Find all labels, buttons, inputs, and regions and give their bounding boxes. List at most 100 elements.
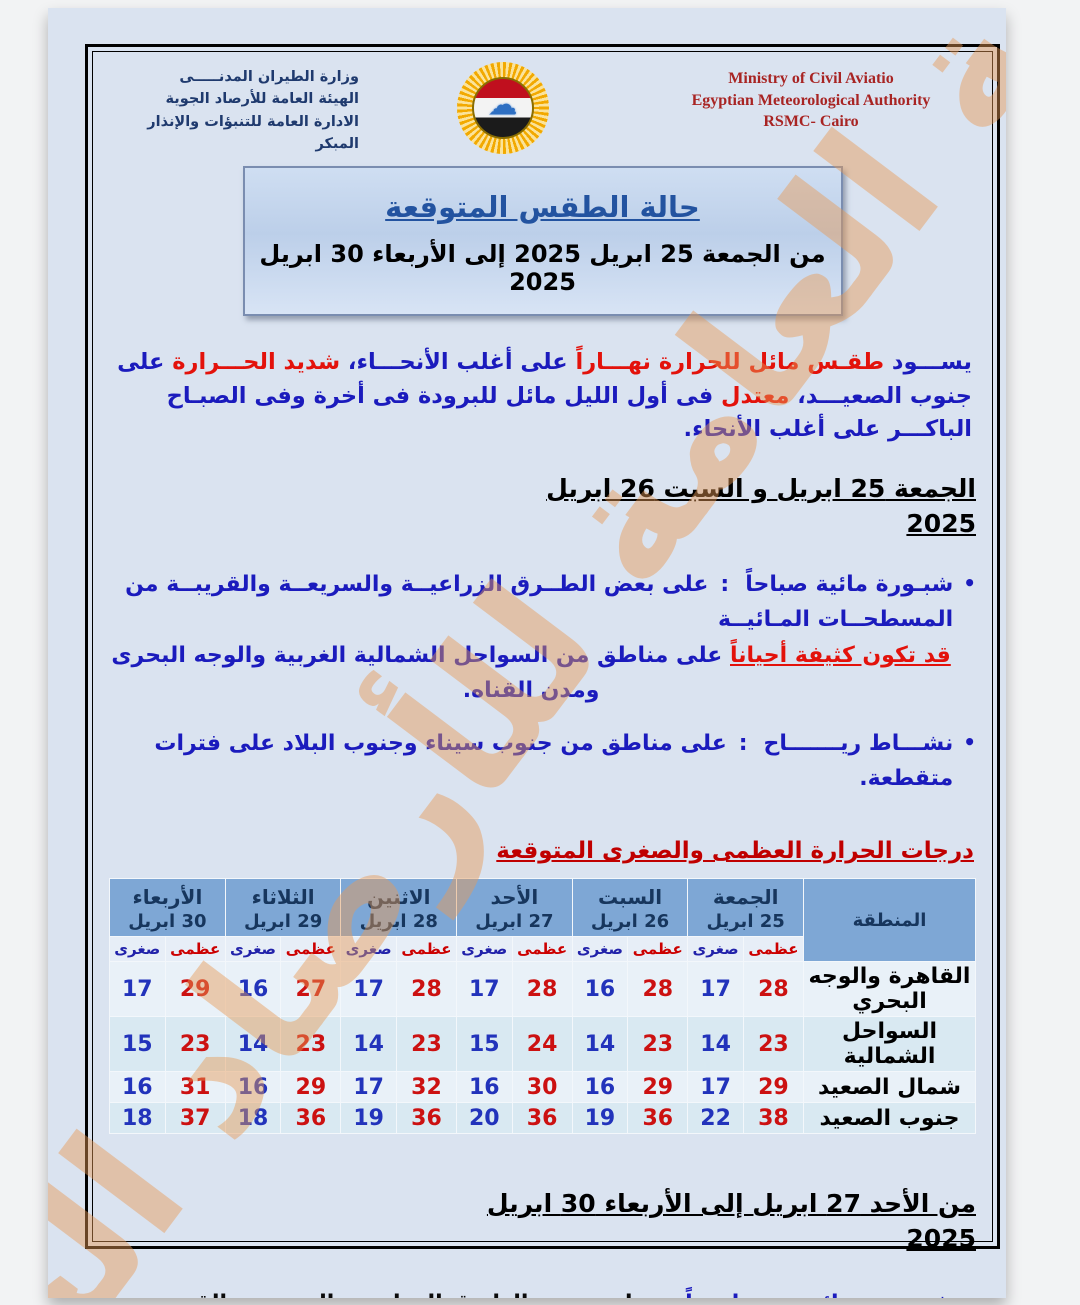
temp-max: 29 — [627, 1071, 689, 1104]
min-label: صغرى — [224, 936, 282, 963]
max-label: عظمى — [280, 936, 342, 963]
rsmc-cairo-label: RSMC- Cairo — [763, 113, 859, 131]
ministry-name-ar: وزارة الطيران المدنـــــى — [179, 69, 359, 85]
meteorological-authority-logo-icon: ☁ — [456, 62, 549, 154]
table-row-north-upper-egypt: شمال الصعيد 29 17 29 16 30 16 32 17 29 1… — [109, 1071, 976, 1104]
fog2-lead-label: شبـــورة مائيـــة صباحـــاً — [685, 1291, 953, 1298]
fog-line2-text: على مناطق من السواحل الشمالية الغربية وا… — [111, 642, 730, 703]
wind-body-text: على مناطق من جنوب سيناء وجنوب البلاد على… — [154, 730, 954, 792]
temp-min: 16 — [224, 961, 282, 1018]
temp-max: 28 — [627, 961, 689, 1018]
min-label: صغرى — [571, 936, 629, 963]
min-label: صغرى — [456, 936, 513, 963]
fog-lead-label: شبـورة مائية صباحاً — [745, 572, 954, 598]
section2-heading: من الأحد 27 ابريل إلى الأربعاء 30 ابريل … — [486, 1189, 976, 1254]
temp-min: 17 — [340, 1071, 397, 1104]
forecast-seg-3: على أغلب الأنحـــاء، — [340, 348, 568, 375]
temp-max: 32 — [395, 1071, 458, 1104]
forecast-seg-2: طقـس مائل للحرارة نهـــاراً — [567, 348, 885, 375]
temp-min: 22 — [687, 1102, 744, 1135]
fog2-bullet-content: شبـــورة مائيـــة صباحـــاً:على بعـض الط… — [109, 1286, 954, 1298]
fog-red-phrase: قد تكون كثيفة أحياناً — [730, 642, 951, 668]
day-name: الأربعاء — [132, 885, 203, 910]
region-cell: جنوب الصعيد — [803, 1102, 976, 1135]
temp-min: 15 — [109, 1016, 166, 1073]
day-date: 29 ابريل — [243, 911, 323, 933]
authority-name-ar: الهيئة العامة للأرصاد الجوية — [165, 91, 359, 108]
day-header-saturday: السبت 26 ابريل — [571, 878, 689, 938]
day-date: 27 ابريل — [475, 911, 554, 933]
temp-min: 17 — [456, 961, 513, 1018]
day-name: السبت — [598, 885, 663, 910]
day-date: 30 ابريل — [128, 911, 207, 933]
forecast-seg-7: فى أول الليل مائل للبرودة فى أخرة وفى ال… — [166, 382, 972, 443]
region-cell: السواحل الشمالية — [803, 1016, 976, 1073]
max-label: عظمى — [511, 936, 573, 963]
bullet-dot-icon: • — [963, 571, 976, 596]
temp-max: 36 — [395, 1102, 458, 1135]
temp-min: 14 — [340, 1016, 397, 1073]
temp-max: 29 — [280, 1071, 342, 1104]
wind-lead-label: نشـــاط ريـــــــاح — [763, 730, 954, 756]
section1-wind-bullet: • نشـــاط ريـــــــاح:على مناطق من جنوب … — [109, 726, 976, 796]
forecast-seg-6: معتدل — [713, 382, 790, 409]
fog-bullet-content: شبـورة مائية صباحاً:على بعض الطــرق الزر… — [109, 567, 953, 708]
temp-min: 14 — [571, 1016, 629, 1073]
temp-max: 29 — [164, 961, 226, 1018]
temp-max: 38 — [742, 1102, 805, 1135]
document-header: وزارة الطيران المدنـــــى الهيئة العامة … — [109, 62, 976, 156]
section1-heading: الجمعة 25 ابريل و السبت 26 ابريل 2025 — [546, 474, 976, 539]
temp-min: 19 — [340, 1102, 397, 1135]
cloud-icon: ☁ — [487, 87, 518, 123]
bullet-dot-icon: • — [963, 729, 976, 754]
temp-max: 36 — [511, 1102, 573, 1135]
header-english-block: Ministry of Civil Aviatio Egyptian Meteo… — [646, 68, 976, 133]
temp-min: 14 — [687, 1016, 744, 1073]
temp-min: 17 — [340, 961, 397, 1018]
temp-max: 31 — [164, 1071, 226, 1104]
table-row-cairo-delta: القاهرة والوجه البحري 28 17 28 16 28 17 … — [109, 961, 976, 1018]
temp-max: 23 — [164, 1016, 226, 1073]
temp-min: 15 — [456, 1016, 513, 1073]
region-column-header: المنطقة — [803, 878, 976, 963]
region-cell: القاهرة والوجه البحري — [803, 961, 976, 1018]
max-label: عظمى — [627, 936, 689, 963]
wind-bullet-content: نشـــاط ريـــــــاح:على مناطق من جنوب سي… — [109, 726, 953, 796]
temp-max: 23 — [742, 1016, 805, 1073]
temp-min: 18 — [109, 1102, 166, 1135]
day-date: 26 ابريل — [590, 911, 670, 933]
temp-max: 28 — [511, 961, 573, 1018]
region-cell: شمال الصعيد — [803, 1071, 976, 1104]
forecast-seg-4: شديد الحـــرارة — [164, 348, 341, 375]
min-label: صغرى — [109, 936, 166, 963]
temp-min: 16 — [456, 1071, 513, 1104]
max-label: عظمى — [164, 936, 226, 963]
table-row-south-upper-egypt: جنوب الصعيد 38 22 36 19 36 20 36 19 36 1… — [109, 1102, 976, 1135]
temp-min: 14 — [224, 1016, 282, 1073]
table-row-north-coasts: السواحل الشمالية 23 14 23 14 24 15 23 14… — [109, 1016, 976, 1073]
temp-max: 28 — [395, 961, 458, 1018]
max-label: عظمى — [395, 936, 458, 963]
temp-max: 27 — [280, 961, 342, 1018]
colon-separator: : — [738, 730, 748, 756]
colon-separator: : — [720, 572, 730, 598]
forecast-seg-1: يســـود — [884, 348, 972, 375]
bullet-dot-icon: • — [963, 1286, 976, 1298]
day-header-tuesday: الثلاثاء 29 ابريل — [224, 878, 342, 938]
day-header-wednesday: الأربعاء 30 ابريل — [109, 878, 226, 938]
day-name: الجمعة — [712, 885, 779, 910]
day-name: الأحد — [490, 885, 539, 910]
day-date: 25 ابريل — [706, 911, 785, 933]
bulletin-title: حالة الطقس المتوقعة — [385, 189, 700, 224]
ministry-name-en: Ministry of Civil Aviatio — [728, 70, 894, 87]
title-box: حالة الطقس المتوقعة من الجمعة 25 ابريل 2… — [242, 165, 843, 316]
temp-max: 29 — [742, 1071, 805, 1104]
fog2-body-text: على بعـض الطـرق الزراعية والسريعة والقري… — [144, 1291, 954, 1298]
max-label: عظمى — [742, 936, 805, 963]
department-name-ar: الادارة العامة للتنبؤات والإنذار المبكر — [147, 113, 359, 153]
temp-max: 37 — [164, 1102, 226, 1135]
day-name: الاثنين — [366, 885, 431, 910]
temp-min: 18 — [224, 1102, 282, 1135]
temp-min: 20 — [456, 1102, 513, 1135]
